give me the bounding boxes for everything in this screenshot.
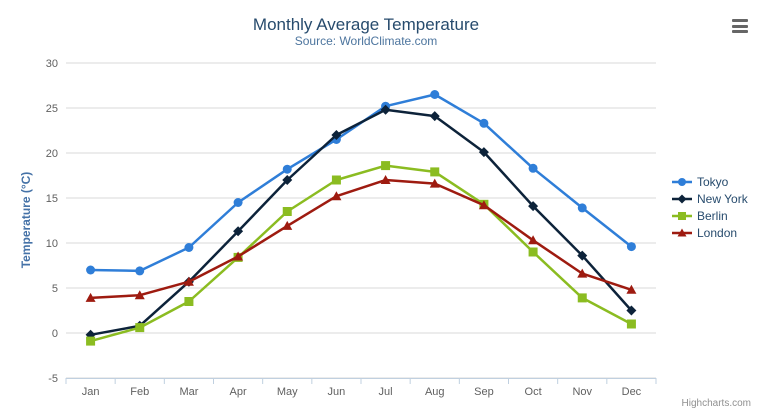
triangle-marker — [577, 268, 588, 278]
square-marker — [86, 336, 96, 346]
triangle-marker — [233, 251, 244, 261]
square-marker — [678, 211, 686, 220]
circle-marker — [430, 90, 440, 99]
legend-item-berlin[interactable]: Berlin — [672, 207, 748, 224]
x-axis-label: May — [277, 386, 298, 398]
x-axis-label: Nov — [572, 386, 592, 398]
circle-marker — [678, 177, 686, 186]
diamond-marker — [672, 194, 692, 203]
y-axis-label: 30 — [46, 58, 58, 70]
square-marker — [184, 297, 194, 306]
diamond-marker — [282, 175, 293, 185]
x-axis-label: Dec — [622, 386, 642, 398]
circle-marker — [86, 265, 96, 275]
legend-item-label: Tokyo — [697, 174, 729, 189]
series-line — [89, 178, 633, 300]
series-tokyo[interactable] — [86, 90, 636, 276]
series-line — [89, 108, 633, 337]
series-layer[interactable] — [85, 90, 637, 346]
triangle-marker — [183, 276, 194, 286]
diamond-marker — [380, 104, 391, 115]
triangle-marker — [478, 200, 489, 210]
triangle-marker — [672, 228, 692, 236]
diamond-marker — [331, 130, 342, 140]
triangle-marker — [380, 175, 391, 184]
square-marker — [672, 211, 692, 220]
diamond-marker — [528, 201, 539, 212]
triangle-marker — [85, 292, 96, 302]
y-axis-label: 5 — [52, 283, 58, 295]
chart-subtitle: Source: WorldClimate.com — [294, 34, 438, 48]
circle-marker — [184, 243, 194, 252]
x-axis-label: Oct — [525, 386, 542, 398]
series-line — [89, 164, 633, 343]
legend-item-label: London — [697, 225, 738, 240]
legend-item-label: Berlin — [697, 208, 728, 223]
y-axis-label: 15 — [46, 193, 58, 205]
y-axis-label: 10 — [46, 238, 58, 250]
circle-marker — [626, 242, 636, 252]
diamond-marker — [626, 305, 637, 316]
x-axis-label: Jul — [379, 386, 393, 398]
y-axis-label: 0 — [52, 328, 58, 340]
x-axis: Jan Feb Mar Apr May Jun Jul Aug Sep Oct Nov Dec — [65, 378, 657, 398]
grid-layer: -5 0 5 10 15 20 25 30 — [46, 58, 656, 385]
square-marker — [135, 323, 145, 333]
square-marker — [331, 175, 341, 185]
circle-marker — [282, 164, 292, 174]
square-marker — [282, 207, 292, 216]
series-line — [89, 93, 633, 273]
hamburger-icon — [732, 30, 748, 33]
x-axis-label: Apr — [230, 386, 247, 398]
context-menu-button[interactable] — [729, 17, 751, 35]
diamond-marker — [677, 194, 687, 203]
legend-item-new-york[interactable]: New York — [672, 190, 748, 207]
circle-marker — [577, 203, 587, 213]
hamburger-icon — [732, 19, 748, 22]
legend-item-tokyo[interactable]: Tokyo — [672, 173, 748, 190]
y-axis-title: Temperature (°C) — [19, 172, 33, 269]
series-new-york[interactable] — [85, 104, 637, 340]
diamond-marker — [577, 250, 588, 261]
x-axis-label: Jun — [328, 386, 346, 398]
triangle-marker — [626, 284, 637, 294]
circle-marker — [479, 118, 489, 128]
circle-marker — [135, 266, 145, 276]
y-axis-label: 25 — [46, 103, 58, 115]
square-marker — [430, 167, 440, 177]
circle-marker — [528, 163, 538, 173]
legend: Tokyo New York Berlin London — [672, 173, 748, 241]
square-marker — [528, 247, 538, 257]
x-axis-label: Jan — [82, 386, 100, 398]
square-marker — [381, 161, 391, 171]
triangle-marker — [134, 290, 145, 300]
triangle-marker — [528, 235, 539, 245]
square-marker — [626, 319, 636, 329]
y-axis-label: -5 — [48, 373, 58, 385]
circle-marker — [233, 198, 243, 207]
x-axis-label: Mar — [179, 386, 198, 398]
x-axis-label: Aug — [425, 386, 445, 398]
y-axis-label: 20 — [46, 148, 58, 160]
triangle-marker — [429, 178, 440, 188]
circle-marker — [672, 177, 692, 186]
diamond-marker — [478, 147, 489, 158]
legend-item-label: New York — [697, 191, 748, 206]
square-marker — [577, 293, 587, 303]
diamond-marker — [233, 226, 244, 237]
chart-title: Monthly Average Temperature — [252, 15, 480, 34]
series-london[interactable] — [85, 175, 637, 302]
hamburger-icon — [732, 24, 748, 28]
triangle-marker — [331, 191, 342, 201]
x-axis-label: Feb — [130, 386, 149, 398]
credits-link[interactable]: Highcharts.com — [681, 398, 751, 409]
diamond-marker — [429, 111, 440, 122]
legend-item-london[interactable]: London — [672, 224, 748, 241]
x-axis-label: Sep — [474, 386, 494, 398]
triangle-marker — [282, 220, 293, 230]
triangle-marker — [677, 228, 687, 236]
